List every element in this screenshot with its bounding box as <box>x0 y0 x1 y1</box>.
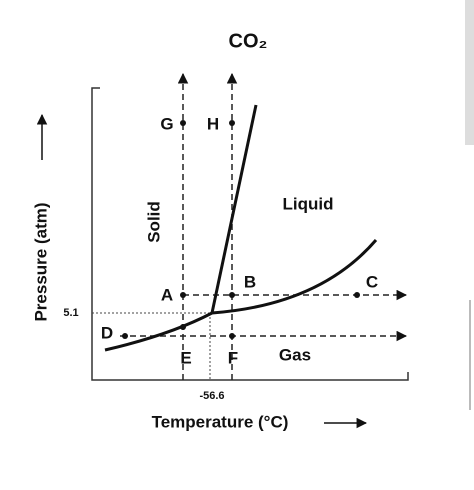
region-label: Gas <box>279 345 311 364</box>
point <box>180 120 186 126</box>
point <box>122 333 128 339</box>
region-label: Liquid <box>283 194 334 213</box>
solid-liquid-line <box>210 104 258 314</box>
point <box>354 292 360 298</box>
edge-bar <box>465 0 474 145</box>
x-tick-label: -56.6 <box>199 390 224 402</box>
title: CO₂ <box>229 30 268 52</box>
point-label: B <box>244 272 256 291</box>
point-label: G <box>160 114 173 133</box>
point <box>180 292 186 298</box>
point-label: H <box>207 114 219 133</box>
points <box>122 120 360 339</box>
y-tick-label: 5.1 <box>63 307 78 319</box>
point-label: F <box>228 348 238 367</box>
y-axis-label: Pressure (atm) <box>31 202 50 321</box>
liquid-gas-line <box>211 239 378 315</box>
point-label: D <box>101 323 113 342</box>
point <box>180 324 186 330</box>
region-label: Solid <box>144 201 163 243</box>
point <box>229 292 235 298</box>
point <box>229 333 235 339</box>
solid-gas-line <box>104 311 213 352</box>
axes-frame <box>91 87 409 381</box>
point-label: E <box>180 348 191 367</box>
point-label: A <box>161 285 173 304</box>
x-axis-label: Temperature (°C) <box>152 412 289 431</box>
point <box>229 120 235 126</box>
point-label: C <box>366 272 378 291</box>
